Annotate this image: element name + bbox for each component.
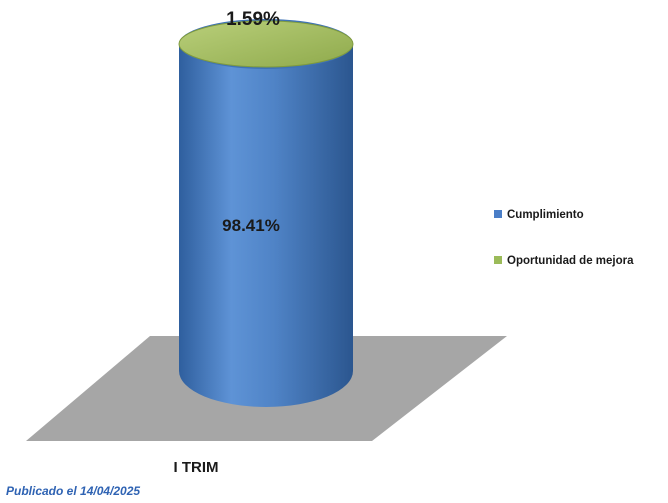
legend-swatch-oportunidad bbox=[494, 256, 502, 264]
series-bar-cumplimiento bbox=[179, 19, 353, 407]
legend-label-oportunidad: Oportunidad de mejora bbox=[507, 255, 634, 267]
legend-swatch-cumplimiento bbox=[494, 210, 502, 218]
category-label: I TRIM bbox=[174, 459, 219, 476]
series-bar-oportunidad bbox=[178, 20, 354, 68]
published-date: Publicado el 14/04/2025 bbox=[6, 484, 141, 498]
legend-label-cumplimiento: Cumplimiento bbox=[507, 209, 584, 221]
cylinder-body bbox=[179, 44, 353, 407]
data-label-cumplimiento: 98.41% bbox=[222, 216, 280, 235]
data-label-oportunidad: 1.59% bbox=[226, 9, 280, 30]
legend: Cumplimiento Oportunidad de mejora bbox=[494, 209, 634, 267]
